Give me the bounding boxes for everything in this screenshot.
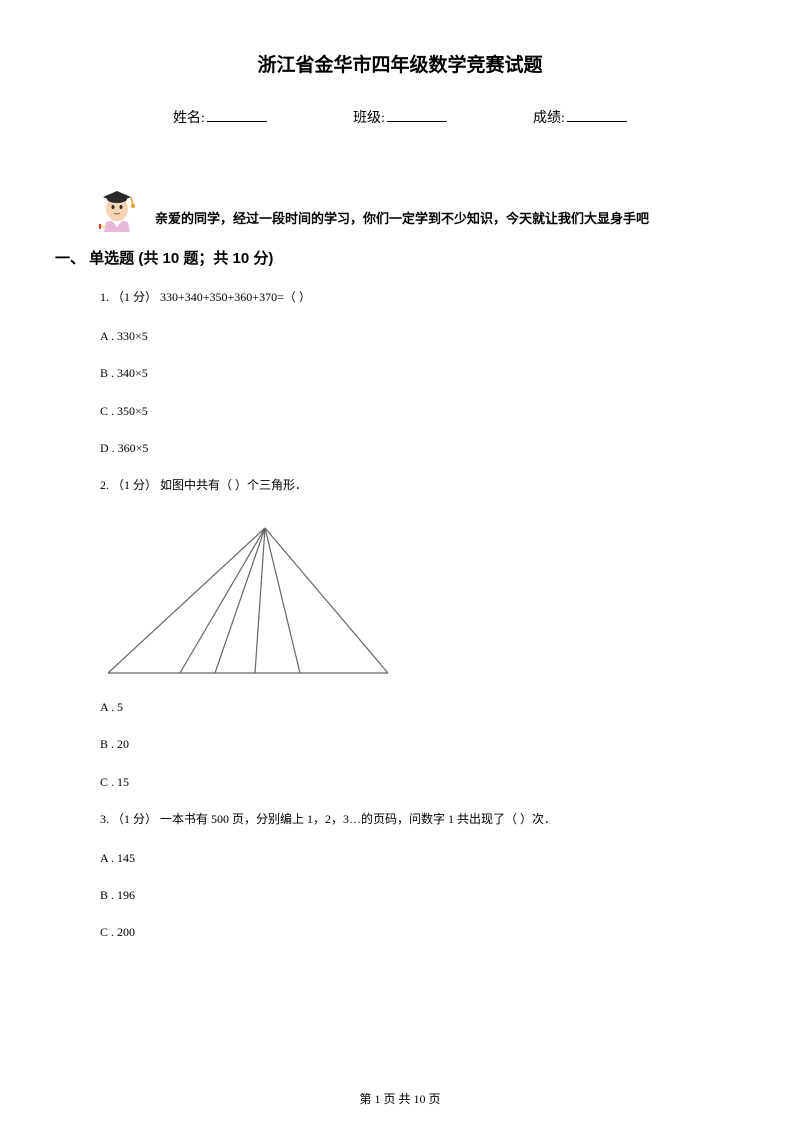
q1-option-c: C . 350×5 bbox=[100, 402, 710, 421]
class-field: 班级: bbox=[353, 107, 447, 127]
score-label: 成绩: bbox=[533, 107, 565, 127]
question-2: 2. （1 分） 如图中共有（ ）个三角形． bbox=[100, 476, 710, 495]
q2-option-a: A . 5 bbox=[100, 698, 710, 717]
section-heading: 一、 单选题 (共 10 题；共 10 分) bbox=[55, 247, 710, 268]
score-field: 成绩: bbox=[533, 107, 627, 127]
q3-option-b: B . 196 bbox=[100, 886, 710, 905]
q1-option-d: D . 360×5 bbox=[100, 439, 710, 458]
name-input-line[interactable] bbox=[207, 121, 267, 122]
score-input-line[interactable] bbox=[567, 121, 627, 122]
class-label: 班级: bbox=[353, 107, 385, 127]
q3-option-a: A . 145 bbox=[100, 849, 710, 868]
info-row: 姓名: 班级: 成绩: bbox=[90, 107, 710, 127]
page-title: 浙江省金华市四年级数学竞赛试题 bbox=[90, 50, 710, 77]
greeting-area: 亲爱的同学，经过一段时间的学习，你们一定学到不少知识，今天就让我们大显身手吧 bbox=[90, 177, 710, 232]
page-footer: 第 1 页 共 10 页 bbox=[0, 1090, 800, 1107]
q1-option-a: A . 330×5 bbox=[100, 327, 710, 346]
class-input-line[interactable] bbox=[387, 121, 447, 122]
triangle-diagram bbox=[100, 523, 395, 678]
question-1: 1. （1 分） 330+340+350+360+370=（ ） bbox=[100, 288, 710, 307]
q2-option-b: B . 20 bbox=[100, 735, 710, 754]
q3-option-c: C . 200 bbox=[100, 923, 710, 942]
name-field: 姓名: bbox=[173, 107, 267, 127]
question-3: 3. （1 分） 一本书有 500 页，分别编上 1，2，3…的页码，问数字 1… bbox=[100, 810, 710, 829]
graduate-icon bbox=[90, 177, 145, 232]
name-label: 姓名: bbox=[173, 107, 205, 127]
q2-option-c: C . 15 bbox=[100, 773, 710, 792]
greeting-text: 亲爱的同学，经过一段时间的学习，你们一定学到不少知识，今天就让我们大显身手吧 bbox=[155, 207, 649, 232]
q1-option-b: B . 340×5 bbox=[100, 364, 710, 383]
